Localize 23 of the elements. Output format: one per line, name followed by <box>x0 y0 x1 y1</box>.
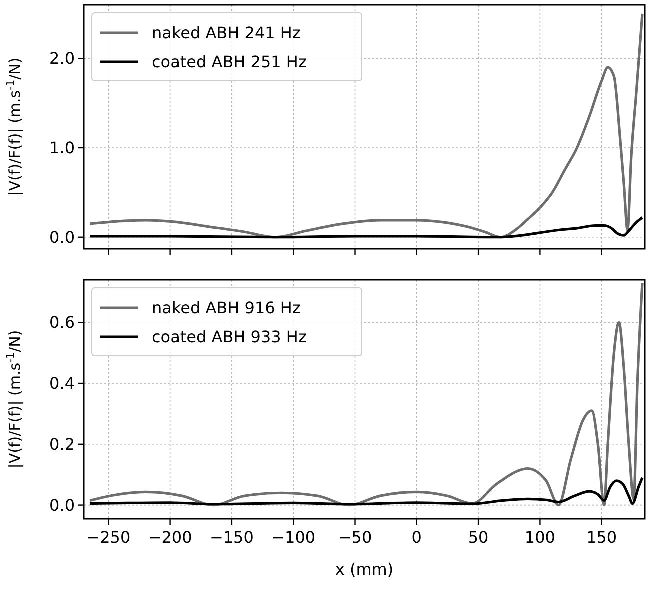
legend-label: coated ABH 251 Hz <box>152 52 307 72</box>
x-axis-title: x (mm) <box>335 560 394 579</box>
x-tick-label: −150 <box>210 528 254 547</box>
y-tick-label: 1.0 <box>50 138 75 158</box>
x-tick-label: −50 <box>338 528 372 547</box>
y-tick-label: 0.6 <box>50 313 75 332</box>
x-tick-label: −250 <box>86 528 131 547</box>
legend-label: naked ABH 241 Hz <box>152 24 301 43</box>
y-tick-label: 0.2 <box>50 435 75 454</box>
legend-label: naked ABH 916 Hz <box>152 298 301 318</box>
x-tick-label: 50 <box>468 528 489 547</box>
x-tick-label: 150 <box>586 528 618 547</box>
x-tick-label: 0 <box>412 528 422 547</box>
line-series <box>88 12 644 239</box>
y-tick-label: 2.0 <box>50 49 75 68</box>
y-tick-label: 0.4 <box>50 374 75 394</box>
x-tick-label: −200 <box>148 528 192 547</box>
x-tick-label: 100 <box>524 528 556 547</box>
line-series <box>88 282 644 507</box>
legend-label: coated ABH 933 Hz <box>152 328 307 347</box>
x-tick-label: −100 <box>272 528 316 547</box>
y-tick-label: 0.0 <box>50 228 75 247</box>
y-tick-label: 0.0 <box>50 496 75 515</box>
